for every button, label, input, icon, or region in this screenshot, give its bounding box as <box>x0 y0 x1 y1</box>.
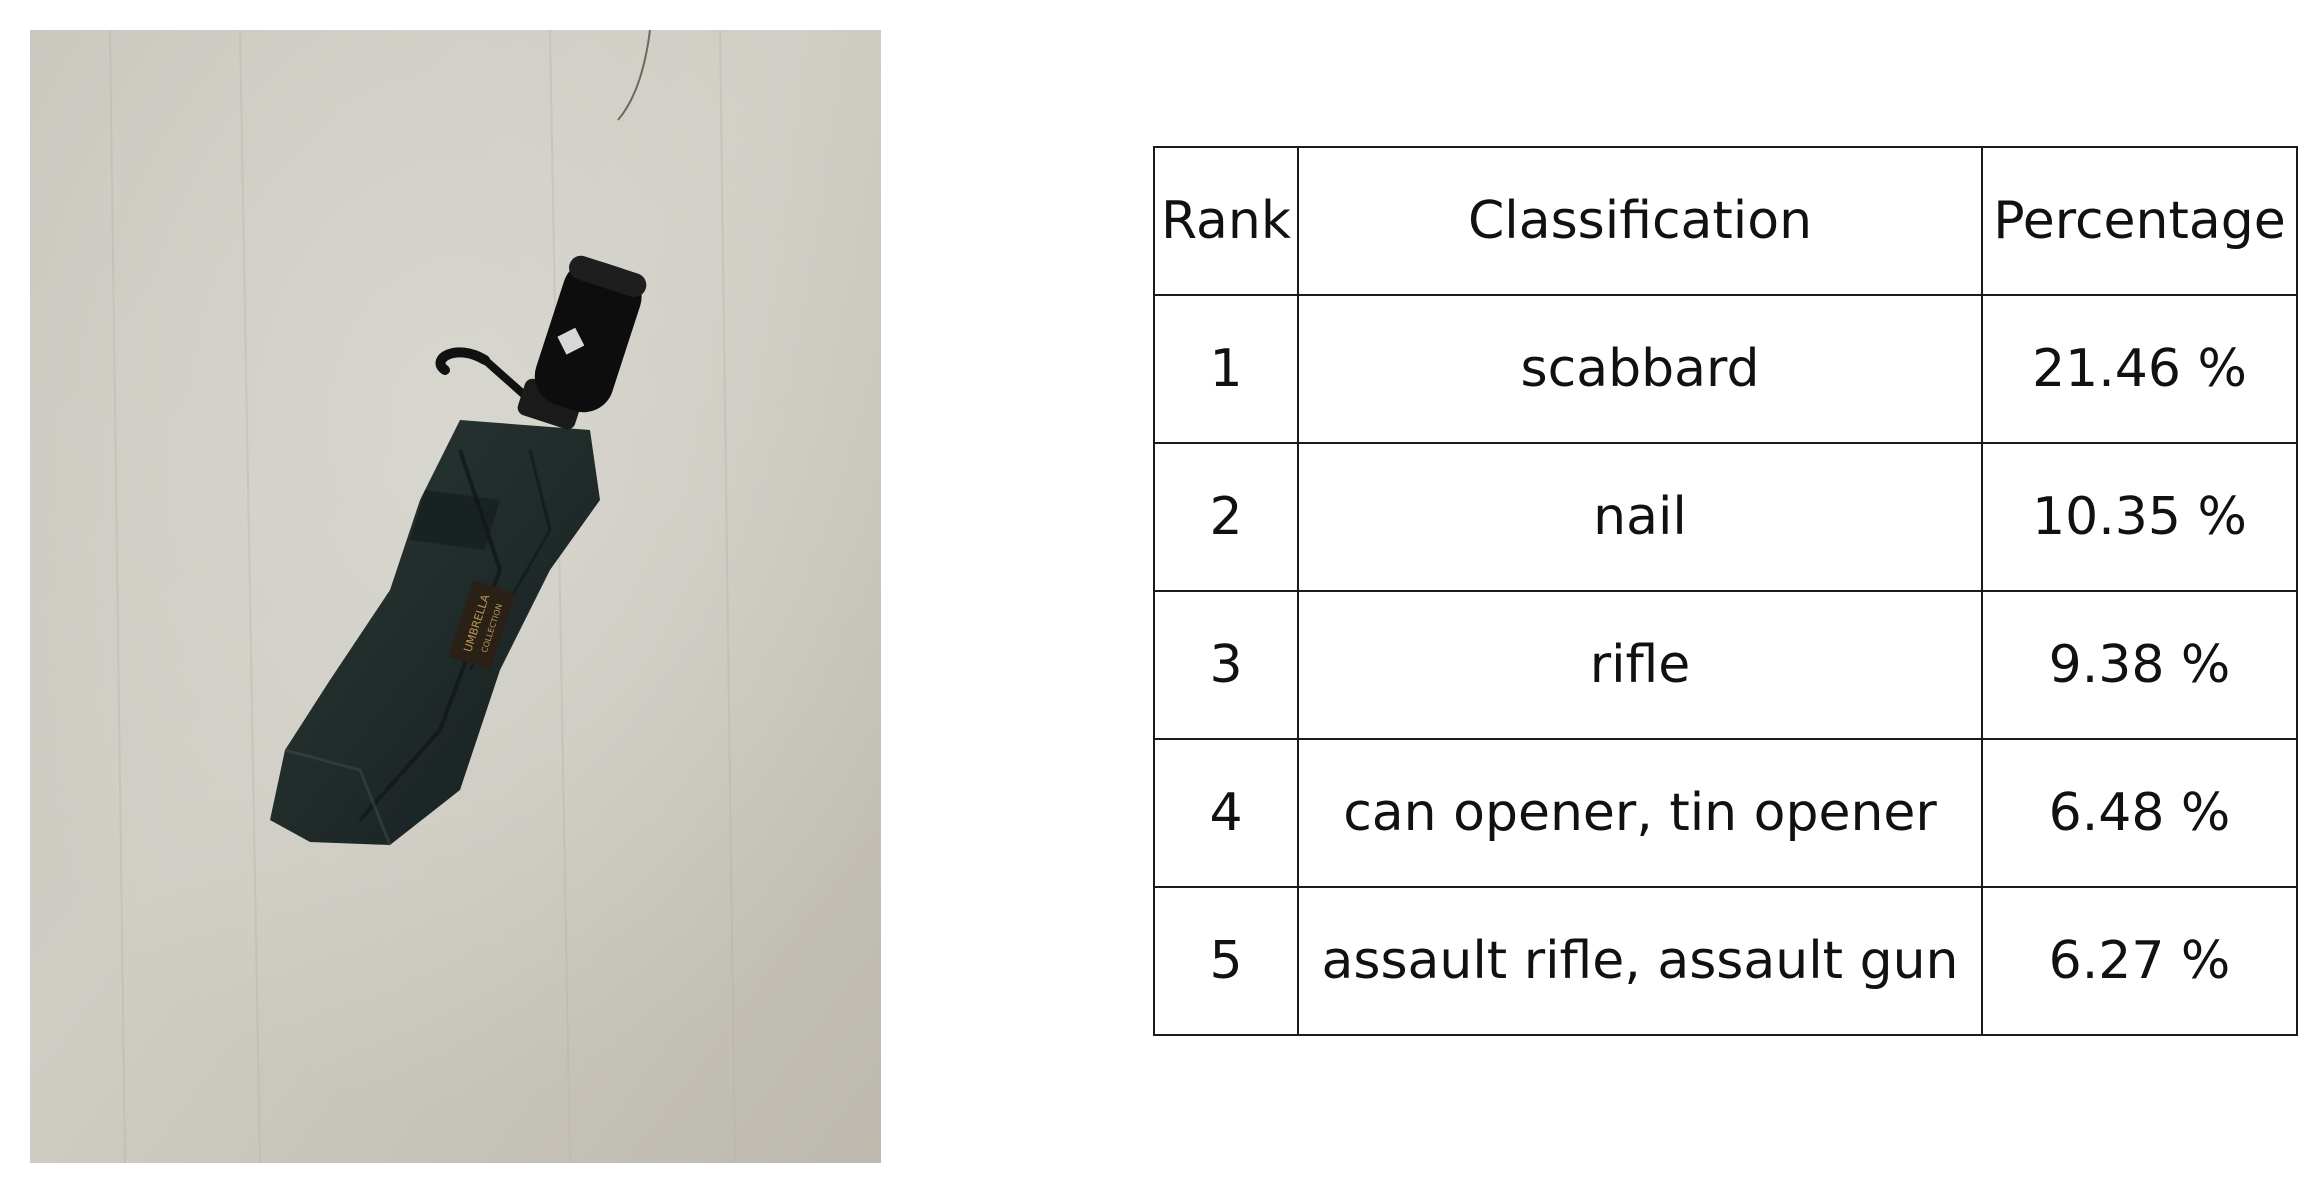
table-header-row: Rank Classification Percentage <box>1153 146 2298 296</box>
umbrella-photo: UMBRELLA COLLECTION <box>30 30 881 1163</box>
rank-cell: 1 <box>1153 294 1299 444</box>
table-row: 4 can opener, tin opener 6.48 % <box>1153 738 2298 888</box>
percentage-cell: 10.35 % <box>1981 442 2298 592</box>
classification-cell: assault rifle, assault gun <box>1297 886 1983 1036</box>
classification-cell: can opener, tin opener <box>1297 738 1983 888</box>
header-classification: Classification <box>1297 146 1983 296</box>
header-percentage: Percentage <box>1981 146 2298 296</box>
rank-cell: 3 <box>1153 590 1299 740</box>
umbrella-handle <box>534 255 647 413</box>
classification-results-table: Rank Classification Percentage 1 scabbar… <box>1153 146 2298 1036</box>
umbrella-label: UMBRELLA COLLECTION <box>448 580 516 670</box>
percentage-cell: 6.27 % <box>1981 886 2298 1036</box>
rank-cell: 2 <box>1153 442 1299 592</box>
umbrella-photo-illustration: UMBRELLA COLLECTION <box>30 30 881 1163</box>
classification-cell: scabbard <box>1297 294 1983 444</box>
table-row: 3 rifle 9.38 % <box>1153 590 2298 740</box>
table-row: 2 nail 10.35 % <box>1153 442 2298 592</box>
percentage-cell: 9.38 % <box>1981 590 2298 740</box>
percentage-cell: 21.46 % <box>1981 294 2298 444</box>
table-row: 5 assault rifle, assault gun 6.27 % <box>1153 886 2298 1036</box>
header-rank: Rank <box>1153 146 1299 296</box>
classification-cell: rifle <box>1297 590 1983 740</box>
rank-cell: 4 <box>1153 738 1299 888</box>
table-row: 1 scabbard 21.46 % <box>1153 294 2298 444</box>
classification-cell: nail <box>1297 442 1983 592</box>
percentage-cell: 6.48 % <box>1981 738 2298 888</box>
rank-cell: 5 <box>1153 886 1299 1036</box>
